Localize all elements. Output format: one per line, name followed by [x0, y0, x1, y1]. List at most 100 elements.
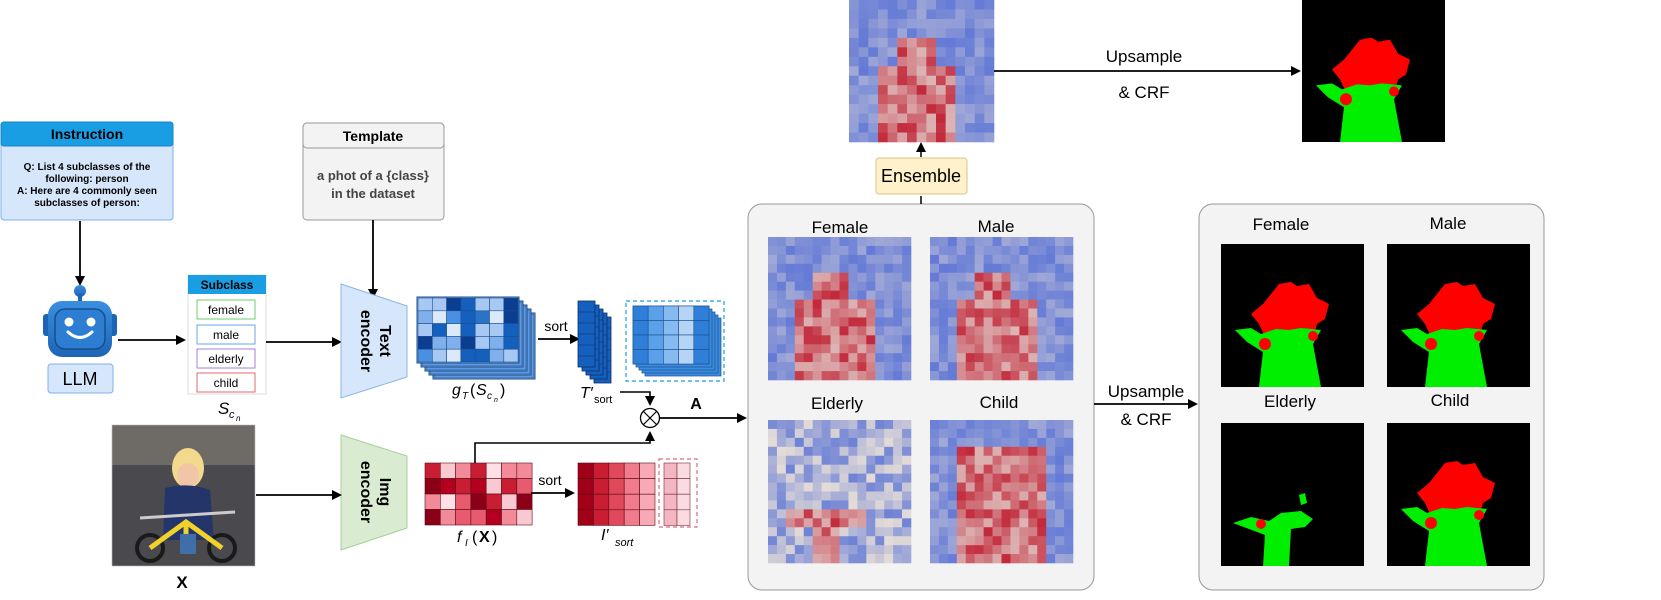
text-feature-cell: [417, 297, 433, 312]
heat-cell: [1010, 237, 1020, 247]
heat-cell: [812, 527, 822, 537]
heat-cell: [984, 47, 995, 58]
heat-cell: [930, 527, 940, 537]
heat-cell: [1064, 290, 1074, 300]
heat-cell: [768, 491, 778, 501]
heat-cell: [866, 335, 876, 345]
heat-cell: [1037, 464, 1047, 474]
heat-cell: [1010, 500, 1020, 510]
heat-cell: [821, 473, 831, 483]
mask-red-spot: [1389, 86, 1399, 97]
text-feature-cell: [503, 297, 519, 312]
heat-cell: [848, 335, 858, 345]
heat-cell: [965, 0, 975, 10]
heat-cell: [992, 263, 1002, 274]
heat-cell: [974, 132, 985, 143]
text-feature-cell: [474, 323, 490, 337]
heat-cell: [884, 281, 894, 291]
heat-cell: [936, 113, 946, 124]
heat-cell: [812, 446, 822, 457]
heat-cell: [857, 353, 867, 363]
heat-cell: [938, 245, 949, 256]
heat-cell: [956, 482, 967, 492]
image-feature-cell: [501, 509, 518, 526]
heat-cell: [866, 527, 876, 537]
heat-cell: [947, 237, 958, 247]
heat-cell: [848, 308, 858, 318]
heat-cell: [785, 420, 796, 430]
heat-cell: [938, 428, 949, 439]
mask-green-spot: [1299, 493, 1307, 505]
i-sel-cell: [676, 462, 691, 479]
heat-cell: [776, 237, 787, 247]
heat-cell: [785, 491, 796, 501]
heat-cell: [887, 28, 898, 39]
heat-cell: [930, 263, 940, 274]
heatmap-elderly: [768, 420, 912, 564]
heat-cell: [785, 335, 796, 345]
heat-cell: [878, 94, 888, 105]
heat-cell: [1064, 545, 1074, 555]
heat-cell: [821, 464, 831, 474]
heat-cell: [884, 420, 894, 430]
heat-cell: [868, 85, 879, 95]
heat-cell: [965, 94, 975, 105]
heat-cell: [1019, 420, 1029, 430]
heat-cell: [887, 132, 898, 143]
heat-cell: [893, 500, 903, 510]
template-title: Template: [343, 128, 404, 144]
heat-cell: [983, 554, 993, 564]
heat-cell: [849, 9, 859, 20]
heat-cell: [965, 527, 975, 537]
heat-cell: [812, 482, 822, 492]
text-feature-cell: [446, 297, 462, 312]
heat-cell: [1019, 371, 1029, 381]
heat-cell: [839, 353, 849, 363]
heat-cell: [794, 335, 805, 345]
heat-cell: [785, 272, 796, 282]
heat-cell: [1010, 263, 1020, 274]
heat-cell: [839, 509, 849, 519]
heat-cell: [821, 482, 831, 492]
heat-cell: [974, 66, 985, 77]
heat-cell: [930, 428, 940, 439]
heat-cell: [947, 245, 958, 256]
subclass-symbol: S c n: [218, 399, 241, 423]
i-sort-cell: [639, 462, 656, 479]
t-sort-selected-stack: [632, 305, 722, 377]
heat-cell: [848, 371, 858, 381]
heat-cell: [947, 437, 958, 448]
heatmap-label-male: Male: [978, 217, 1015, 236]
heat-cell: [1001, 326, 1011, 336]
heat-cell: [916, 66, 927, 77]
mask-red-spot: [1259, 338, 1271, 350]
heat-cell: [956, 428, 967, 439]
heat-cell: [956, 335, 967, 345]
heat-cell: [916, 9, 927, 20]
heat-cell: [830, 237, 840, 247]
image-feature-cell: [439, 493, 456, 510]
heat-cell: [1019, 237, 1029, 247]
heat-cell: [1019, 464, 1029, 474]
i-sort-cell: [577, 493, 594, 511]
heat-cell: [907, 9, 917, 20]
heat-cell: [938, 299, 949, 309]
heat-cell: [848, 491, 858, 501]
heat-cell: [945, 47, 956, 58]
heat-cell: [936, 132, 946, 143]
t-sel-cell: [693, 305, 710, 321]
heat-cell: [974, 37, 985, 48]
heat-cell: [1055, 420, 1065, 430]
heat-cell: [878, 28, 888, 39]
heat-cell: [930, 317, 940, 327]
heat-cell: [992, 536, 1002, 546]
heat-cell: [902, 308, 912, 318]
heat-cell: [866, 545, 876, 555]
heat-cell: [1055, 317, 1065, 327]
heat-cell: [965, 75, 975, 86]
heat-cell: [857, 237, 867, 247]
heat-cell: [857, 554, 867, 564]
heat-cell: [965, 491, 975, 501]
